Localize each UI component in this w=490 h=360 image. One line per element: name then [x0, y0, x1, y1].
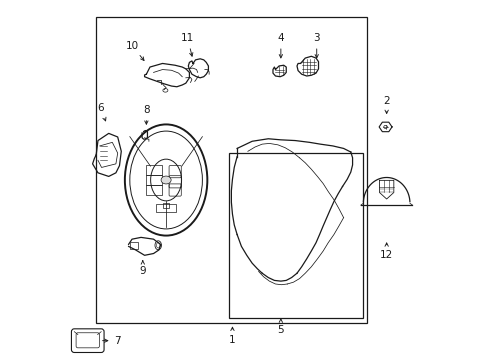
Text: 4: 4 [277, 33, 284, 58]
Ellipse shape [155, 241, 161, 250]
Text: 7: 7 [102, 336, 121, 346]
Text: 3: 3 [314, 33, 320, 58]
Bar [146, 175, 162, 185]
Text: 11: 11 [181, 33, 194, 56]
Text: 8: 8 [143, 105, 149, 124]
Ellipse shape [161, 176, 171, 184]
Bar [146, 165, 162, 175]
Bar [96, 17, 367, 323]
Text: 6: 6 [98, 103, 106, 121]
Bar [129, 242, 139, 249]
Bar [229, 153, 364, 318]
Text: 1: 1 [229, 327, 236, 345]
Text: 5: 5 [277, 319, 284, 335]
Bar [156, 204, 176, 212]
Text: 2: 2 [383, 96, 390, 113]
FancyBboxPatch shape [72, 329, 104, 352]
Ellipse shape [150, 159, 182, 201]
Bar [146, 185, 162, 195]
Text: 12: 12 [380, 243, 393, 260]
Bar [163, 203, 169, 208]
Text: 10: 10 [125, 41, 144, 60]
Text: 9: 9 [140, 261, 146, 276]
